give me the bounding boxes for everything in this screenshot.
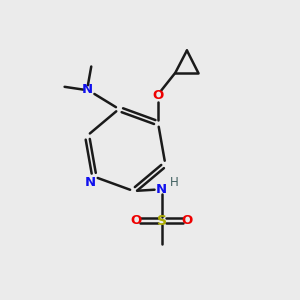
Text: S: S <box>157 214 167 228</box>
Text: O: O <box>152 88 164 101</box>
Text: H: H <box>170 176 179 190</box>
Text: N: N <box>85 176 96 189</box>
Text: O: O <box>181 214 193 227</box>
Text: N: N <box>82 83 93 96</box>
Text: N: N <box>156 183 167 196</box>
Text: O: O <box>131 214 142 227</box>
